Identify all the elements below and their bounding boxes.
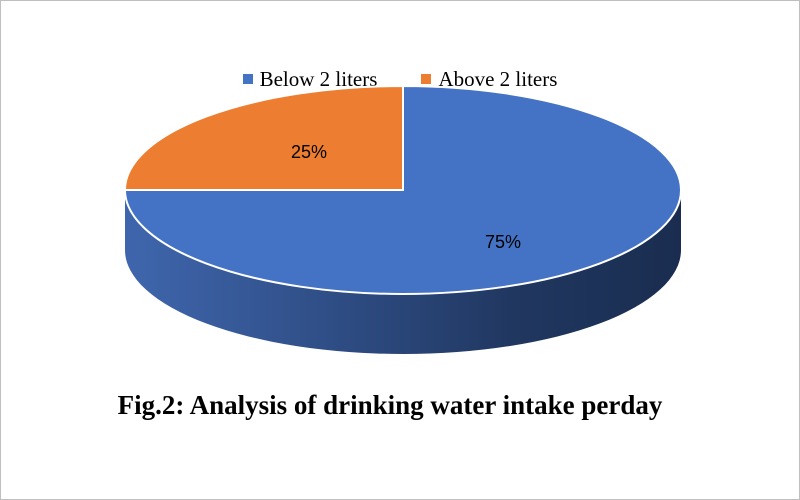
pie-slice-above [124,85,404,191]
slice-label-above: 25% [291,142,327,162]
legend: Below 2 liters Above 2 liters [0,66,800,92]
slice-label-below: 75% [485,232,521,252]
legend-item-above: Above 2 liters [421,67,557,92]
pie-side [125,190,681,354]
legend-item-below: Below 2 liters [242,67,377,92]
legend-swatch-above [421,74,432,84]
legend-label-above: Above 2 liters [438,66,558,91]
pie-slice-below [124,85,682,295]
pie-layer [124,85,682,354]
chart-caption: Fig.2: Analysis of drinking water intake… [117,390,663,420]
legend-swatch-below [242,74,253,84]
